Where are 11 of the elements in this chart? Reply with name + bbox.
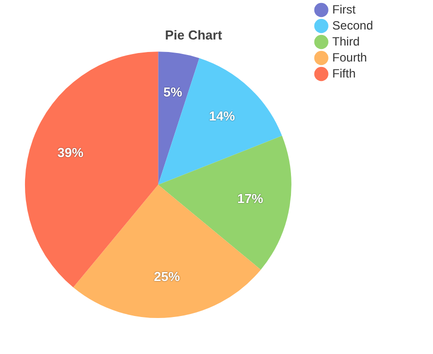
data-label: 25% xyxy=(154,269,180,284)
legend-label: Fifth xyxy=(332,66,356,80)
data-label: 14% xyxy=(208,108,236,124)
data-label: 5% xyxy=(163,84,183,100)
legend-label: Fourth xyxy=(332,50,367,64)
data-label: 39% xyxy=(57,144,84,160)
data-label: 17% xyxy=(237,190,264,206)
text: Pie Chart xyxy=(164,27,223,42)
legend-label: First xyxy=(332,2,356,16)
legend-label: Third xyxy=(332,34,360,48)
legend-label: Second xyxy=(332,18,374,32)
